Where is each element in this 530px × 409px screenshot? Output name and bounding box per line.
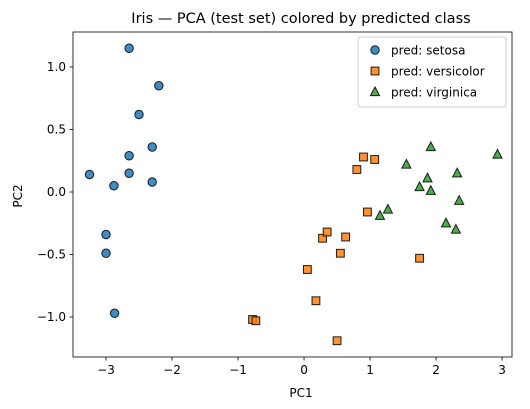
x-tick-label: −2: [163, 363, 181, 377]
y-axis-ticks: −1.0 −0.5 0.0 0.5 1.0: [37, 60, 73, 324]
x-axis-ticks: −3 −2 −1 0 1 2 3: [97, 357, 506, 377]
data-point: [124, 168, 134, 178]
data-point: [311, 296, 321, 306]
data-point: [453, 194, 465, 205]
data-point: [134, 109, 144, 120]
x-tick-label: 1: [366, 363, 374, 377]
data-point: [302, 265, 312, 274]
x-tick-label: 3: [498, 363, 506, 377]
data-points: [84, 43, 503, 346]
data-point: [382, 203, 394, 214]
legend-marker: [369, 85, 381, 97]
series-square: [248, 152, 424, 346]
legend-marker: [370, 45, 380, 55]
data-point: [363, 207, 372, 217]
legend-marker: [370, 66, 380, 76]
data-point: [109, 181, 119, 191]
data-point: [401, 158, 412, 169]
x-tick-label: −3: [97, 363, 115, 377]
y-tick-label: −0.5: [37, 248, 66, 262]
y-tick-label: −1.0: [37, 310, 66, 324]
data-point: [124, 43, 134, 53]
data-point: [335, 248, 345, 258]
plot-frame: [72, 31, 513, 358]
data-point: [425, 184, 437, 195]
data-point: [341, 232, 351, 242]
data-point: [425, 140, 437, 152]
data-point: [440, 217, 452, 228]
series-circle: [84, 43, 164, 318]
data-point: [147, 142, 157, 152]
data-point: [415, 253, 424, 263]
y-tick-label: 0.0: [47, 185, 66, 199]
data-point: [109, 308, 120, 318]
legend-label: pred: virginica: [391, 86, 477, 100]
data-point: [414, 180, 425, 192]
x-tick-label: 2: [432, 363, 440, 377]
data-point: [251, 316, 261, 326]
legend-label: pred: setosa: [391, 44, 465, 58]
data-point: [101, 229, 111, 240]
data-point: [450, 223, 462, 234]
legend: pred: setosa pred: versicolor pred: virgin…: [357, 36, 507, 108]
chart-title: Iris — PCA (test set) colored by predict…: [131, 11, 470, 27]
y-tick-label: 0.5: [47, 123, 66, 137]
data-point: [332, 336, 342, 346]
data-point: [451, 167, 463, 178]
data-point: [124, 151, 134, 161]
legend-box: [357, 36, 507, 108]
data-point: [370, 155, 380, 164]
data-point: [147, 177, 157, 187]
data-point: [101, 248, 111, 258]
y-tick-label: 1.0: [47, 60, 66, 74]
y-axis-label: PC2: [11, 184, 25, 207]
x-tick-label: −1: [229, 363, 247, 377]
x-axis-label: PC1: [289, 386, 312, 400]
legend-label: pred: versicolor: [391, 65, 485, 79]
data-point: [492, 148, 503, 159]
data-point: [322, 227, 332, 237]
data-point: [359, 152, 368, 162]
data-point: [422, 172, 433, 183]
data-point: [318, 233, 327, 243]
data-point: [84, 169, 95, 180]
data-point: [154, 81, 164, 91]
series-triangle: [374, 140, 503, 234]
data-point: [352, 165, 362, 174]
x-tick-label: 0: [300, 363, 308, 377]
data-point: [374, 209, 386, 220]
